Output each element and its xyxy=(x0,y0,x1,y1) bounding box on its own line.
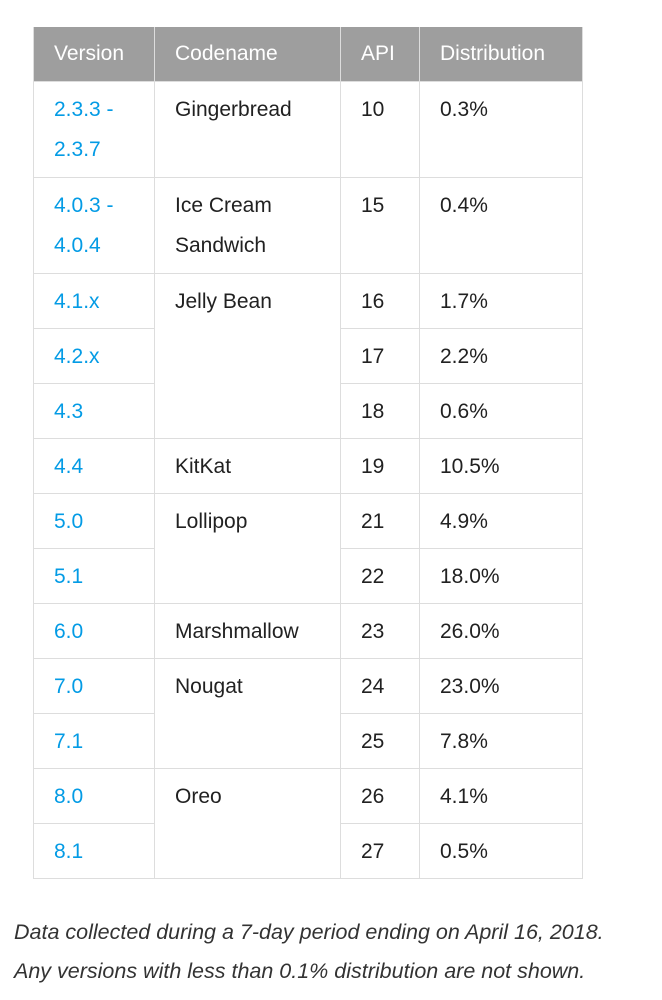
codename-cell: KitKat xyxy=(154,438,341,494)
version-link[interactable]: 4.2.x xyxy=(54,345,100,368)
distribution-cell: 18.0% xyxy=(419,548,583,604)
version-cell: 7.1 xyxy=(33,713,155,769)
version-link[interactable]: 5.0 xyxy=(54,510,84,533)
footnote-line-1: Data collected during a 7-day period end… xyxy=(14,920,604,944)
table-row: 5.1 22 18.0% xyxy=(33,548,583,604)
table-row: 6.0 Marshmallow 23 26.0% xyxy=(33,603,583,659)
version-link[interactable]: 4.0.3 - 4.0.4 xyxy=(54,194,114,257)
codename-cell: Ice Cream Sandwich xyxy=(154,177,341,274)
footnote-line-2: Any versions with less than 0.1% distrib… xyxy=(14,959,586,983)
version-link[interactable]: 4.1.x xyxy=(54,290,100,313)
api-cell: 26 xyxy=(340,768,420,824)
distribution-cell: 4.9% xyxy=(419,493,583,549)
version-cell: 5.0 xyxy=(33,493,155,549)
api-cell: 10 xyxy=(340,81,420,178)
api-cell: 24 xyxy=(340,658,420,714)
api-cell: 17 xyxy=(340,328,420,384)
version-link[interactable]: 4.4 xyxy=(54,455,84,478)
codename-cell: Lollipop xyxy=(154,493,341,604)
distribution-cell: 26.0% xyxy=(419,603,583,659)
version-cell: 8.1 xyxy=(33,823,155,879)
table-header-row: Version Codename API Distribution xyxy=(33,27,583,82)
header-codename: Codename xyxy=(154,27,341,82)
version-link[interactable]: 8.1 xyxy=(54,840,84,863)
api-cell: 21 xyxy=(340,493,420,549)
version-cell: 5.1 xyxy=(33,548,155,604)
header-version: Version xyxy=(33,27,155,82)
version-link[interactable]: 5.1 xyxy=(54,565,84,588)
table-row: 7.0 Nougat 24 23.0% xyxy=(33,658,583,769)
version-cell: 8.0 xyxy=(33,768,155,824)
version-cell: 4.0.3 - 4.0.4 xyxy=(33,177,155,274)
distribution-cell: 23.0% xyxy=(419,658,583,714)
table-row: 7.1 25 7.8% xyxy=(33,713,583,769)
distribution-table: Version Codename API Distribution 2.3.3 … xyxy=(33,27,583,879)
api-cell: 22 xyxy=(340,548,420,604)
api-cell: 19 xyxy=(340,438,420,494)
codename-cell: Gingerbread xyxy=(154,81,341,178)
table-row: 2.3.3 - 2.3.7 Gingerbread 10 0.3% xyxy=(33,81,583,178)
api-cell: 18 xyxy=(340,383,420,439)
api-cell: 25 xyxy=(340,713,420,769)
version-link[interactable]: 4.3 xyxy=(54,400,84,423)
version-cell: 4.2.x xyxy=(33,328,155,384)
footnote: Data collected during a 7-day period end… xyxy=(14,913,654,991)
codename-cell: Oreo xyxy=(154,768,341,879)
codename-cell: Jelly Bean xyxy=(154,273,341,439)
version-cell: 4.4 xyxy=(33,438,155,494)
table-row: 4.1.x Jelly Bean 16 1.7% xyxy=(33,273,583,439)
table-row: 4.3 18 0.6% xyxy=(33,383,583,439)
table-row: 8.1 27 0.5% xyxy=(33,823,583,879)
api-cell: 15 xyxy=(340,177,420,274)
distribution-cell: 0.6% xyxy=(419,383,583,439)
distribution-cell: 10.5% xyxy=(419,438,583,494)
codename-cell: Nougat xyxy=(154,658,341,769)
distribution-cell: 0.4% xyxy=(419,177,583,274)
api-cell: 16 xyxy=(340,273,420,329)
version-link[interactable]: 8.0 xyxy=(54,785,84,808)
table-row: 4.4 KitKat 19 10.5% xyxy=(33,438,583,494)
version-cell: 2.3.3 - 2.3.7 xyxy=(33,81,155,178)
version-cell: 4.3 xyxy=(33,383,155,439)
codename-cell: Marshmallow xyxy=(154,603,341,659)
api-cell: 27 xyxy=(340,823,420,879)
version-link[interactable]: 2.3.3 - 2.3.7 xyxy=(54,98,114,161)
version-link[interactable]: 7.1 xyxy=(54,730,84,753)
distribution-cell: 0.3% xyxy=(419,81,583,178)
api-cell: 23 xyxy=(340,603,420,659)
distribution-cell: 7.8% xyxy=(419,713,583,769)
header-distribution: Distribution xyxy=(419,27,583,82)
version-link[interactable]: 6.0 xyxy=(54,620,84,643)
version-cell: 7.0 xyxy=(33,658,155,714)
table-row: 4.0.3 - 4.0.4 Ice Cream Sandwich 15 0.4% xyxy=(33,177,583,274)
table-row: 5.0 Lollipop 21 4.9% xyxy=(33,493,583,604)
distribution-cell: 0.5% xyxy=(419,823,583,879)
version-cell: 4.1.x xyxy=(33,273,155,329)
header-api: API xyxy=(340,27,420,82)
distribution-cell: 4.1% xyxy=(419,768,583,824)
distribution-cell: 2.2% xyxy=(419,328,583,384)
version-link[interactable]: 7.0 xyxy=(54,675,84,698)
version-cell: 6.0 xyxy=(33,603,155,659)
table-row: 4.2.x 17 2.2% xyxy=(33,328,583,384)
distribution-cell: 1.7% xyxy=(419,273,583,329)
table-row: 8.0 Oreo 26 4.1% xyxy=(33,768,583,879)
